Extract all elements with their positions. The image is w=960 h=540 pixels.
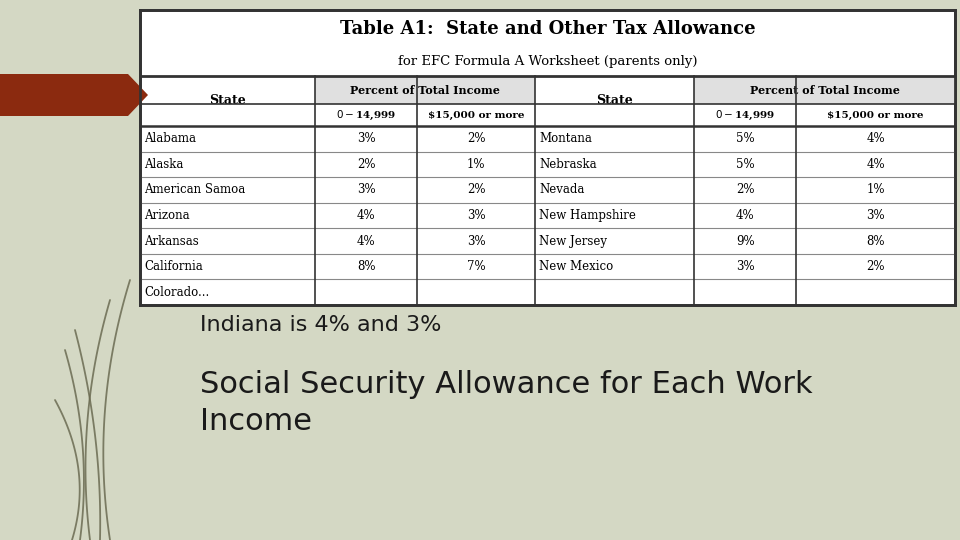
Bar bbox=[315, 76, 536, 104]
Text: 5%: 5% bbox=[735, 158, 755, 171]
Text: 1%: 1% bbox=[467, 158, 486, 171]
Text: New Jersey: New Jersey bbox=[540, 234, 608, 247]
Text: State: State bbox=[209, 94, 246, 107]
Text: American Samoa: American Samoa bbox=[144, 184, 245, 197]
Text: Arkansas: Arkansas bbox=[144, 234, 199, 247]
Text: Percent of Total Income: Percent of Total Income bbox=[350, 84, 500, 96]
Text: 3%: 3% bbox=[357, 132, 375, 145]
Text: 3%: 3% bbox=[467, 234, 486, 247]
Polygon shape bbox=[0, 74, 148, 116]
Text: Table A1:  State and Other Tax Allowance: Table A1: State and Other Tax Allowance bbox=[340, 20, 756, 38]
Text: $0 - $14,999: $0 - $14,999 bbox=[715, 109, 776, 122]
Text: Nevada: Nevada bbox=[540, 184, 585, 197]
Text: New Hampshire: New Hampshire bbox=[540, 209, 636, 222]
Text: Alabama: Alabama bbox=[144, 132, 196, 145]
Text: for EFC Formula A Worksheet (parents only): for EFC Formula A Worksheet (parents onl… bbox=[397, 56, 697, 69]
Text: 4%: 4% bbox=[866, 158, 885, 171]
Text: 2%: 2% bbox=[736, 184, 755, 197]
Text: Montana: Montana bbox=[540, 132, 592, 145]
Text: Arizona: Arizona bbox=[144, 209, 190, 222]
Text: Alaska: Alaska bbox=[144, 158, 183, 171]
Text: 4%: 4% bbox=[357, 209, 375, 222]
Text: 3%: 3% bbox=[866, 209, 885, 222]
Text: 5%: 5% bbox=[735, 132, 755, 145]
Text: 8%: 8% bbox=[357, 260, 375, 273]
Text: 7%: 7% bbox=[467, 260, 486, 273]
Text: Indiana is 4% and 3%: Indiana is 4% and 3% bbox=[200, 315, 442, 335]
Text: 2%: 2% bbox=[866, 260, 885, 273]
Bar bbox=[694, 76, 955, 104]
Text: 9%: 9% bbox=[735, 234, 755, 247]
Text: California: California bbox=[144, 260, 203, 273]
Text: New Mexico: New Mexico bbox=[540, 260, 613, 273]
Text: 3%: 3% bbox=[735, 260, 755, 273]
Text: 8%: 8% bbox=[866, 234, 885, 247]
Text: 2%: 2% bbox=[467, 132, 486, 145]
Text: 2%: 2% bbox=[357, 158, 375, 171]
Text: Colorado...: Colorado... bbox=[144, 286, 209, 299]
Text: $15,000 or more: $15,000 or more bbox=[428, 111, 524, 119]
Text: $0 - $14,999: $0 - $14,999 bbox=[336, 109, 396, 122]
Text: 3%: 3% bbox=[357, 184, 375, 197]
Text: 4%: 4% bbox=[866, 132, 885, 145]
Text: Social Security Allowance for Each Work
Income: Social Security Allowance for Each Work … bbox=[200, 370, 812, 436]
Bar bbox=[140, 10, 955, 305]
Text: 2%: 2% bbox=[467, 184, 486, 197]
Text: 3%: 3% bbox=[467, 209, 486, 222]
Text: Nebraska: Nebraska bbox=[540, 158, 597, 171]
Text: State: State bbox=[596, 94, 633, 107]
Text: Percent of Total Income: Percent of Total Income bbox=[750, 84, 900, 96]
Text: 4%: 4% bbox=[357, 234, 375, 247]
Text: $15,000 or more: $15,000 or more bbox=[828, 111, 924, 119]
Text: 4%: 4% bbox=[735, 209, 755, 222]
Text: 1%: 1% bbox=[866, 184, 885, 197]
